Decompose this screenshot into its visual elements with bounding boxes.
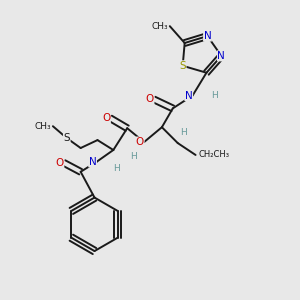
Text: N: N — [89, 157, 97, 167]
Text: O: O — [136, 137, 144, 147]
Text: O: O — [102, 113, 110, 123]
Text: N: N — [204, 31, 211, 41]
Text: O: O — [146, 94, 154, 104]
Text: S: S — [179, 61, 186, 71]
Text: O: O — [56, 158, 64, 168]
Text: H: H — [180, 128, 187, 137]
Text: N: N — [218, 51, 225, 61]
Text: S: S — [64, 133, 70, 143]
Text: N: N — [185, 91, 193, 100]
Text: CH₃: CH₃ — [151, 22, 168, 31]
Text: H: H — [113, 164, 120, 173]
Text: H: H — [212, 91, 218, 100]
Text: CH₃: CH₃ — [34, 122, 51, 131]
Text: H: H — [130, 152, 137, 161]
Text: CH₂CH₃: CH₂CH₃ — [199, 151, 230, 160]
